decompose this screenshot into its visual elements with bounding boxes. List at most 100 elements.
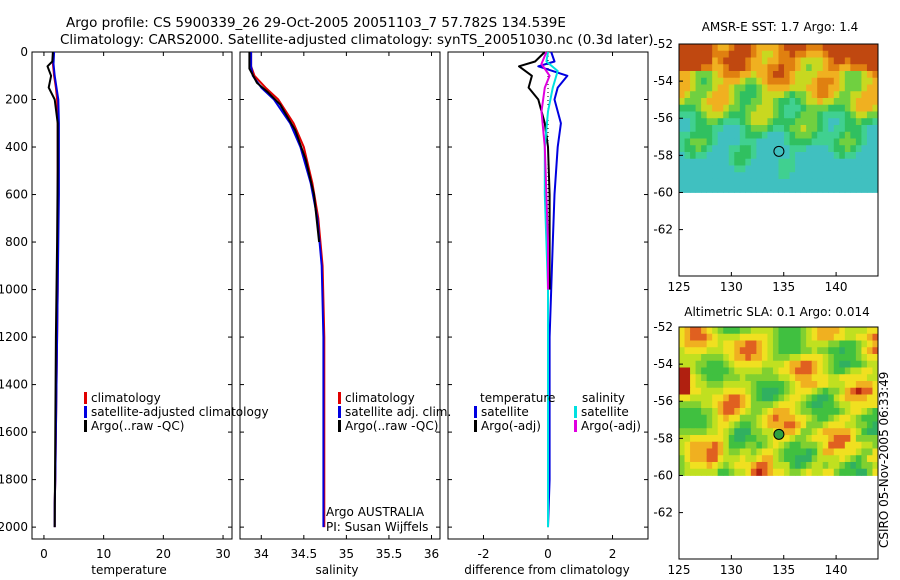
heatmap-cell xyxy=(717,104,724,112)
heatmap-cell xyxy=(756,151,763,160)
heatmap-cell xyxy=(811,333,818,341)
heatmap-cell xyxy=(855,131,862,139)
heatmap-cell xyxy=(717,145,724,153)
heatmap-cell xyxy=(695,333,702,341)
legend-label-satellite: satellite adj. clim. xyxy=(345,405,451,419)
heatmap-cell xyxy=(750,374,757,382)
heatmap-cell xyxy=(855,145,862,153)
heatmap-cell xyxy=(828,50,835,58)
heatmap-cell xyxy=(778,185,785,193)
heatmap-cell xyxy=(750,347,757,355)
heatmap-cell xyxy=(772,421,779,429)
y-tick-label: 800 xyxy=(5,235,28,249)
heatmap-cell xyxy=(756,421,763,429)
heatmap-cell xyxy=(789,347,796,355)
heatmap-cell xyxy=(695,340,702,348)
heatmap-cell xyxy=(723,151,730,160)
heatmap-cell xyxy=(728,111,735,119)
heatmap-cell xyxy=(745,441,752,449)
heatmap-cell xyxy=(833,421,840,429)
heatmap-cell xyxy=(739,327,746,335)
heatmap-cell xyxy=(817,428,824,436)
figure-title-line2: Climatology: CARS2000. Satellite-adjuste… xyxy=(60,32,653,48)
heatmap-cell xyxy=(717,77,724,85)
heatmap-cell xyxy=(772,347,779,355)
heatmap-cell xyxy=(756,414,763,422)
heatmap-cell xyxy=(684,448,691,456)
heatmap-cell xyxy=(855,333,862,341)
heatmap-cell xyxy=(739,340,746,348)
heatmap-cell xyxy=(701,380,708,389)
heatmap-cell xyxy=(767,401,774,409)
heatmap-cell xyxy=(811,165,818,173)
heatmap-cell xyxy=(739,380,746,389)
heatmap-cell xyxy=(734,441,741,449)
heatmap-cell xyxy=(778,97,785,106)
heatmap-cell xyxy=(734,327,741,335)
heatmap-cell xyxy=(872,428,879,436)
heatmap-cell xyxy=(761,104,768,112)
heatmap-cell xyxy=(706,91,713,99)
heatmap-cell xyxy=(872,434,879,443)
heatmap-cell xyxy=(844,151,851,160)
heatmap-cell xyxy=(861,185,868,193)
heatmap-cell xyxy=(684,394,691,402)
heatmap-cell xyxy=(850,448,857,456)
heatmap-cell xyxy=(750,145,757,153)
heatmap-cell xyxy=(778,91,785,99)
heatmap-cell xyxy=(761,374,768,382)
heatmap-cell xyxy=(723,131,730,139)
heatmap-cell xyxy=(850,185,857,193)
heatmap-cell xyxy=(767,138,774,146)
heatmap-cell xyxy=(866,354,873,362)
heatmap-cell xyxy=(706,118,713,126)
heatmap-cell xyxy=(690,374,696,382)
heatmap-cell xyxy=(767,151,774,160)
heatmap-cell xyxy=(684,441,691,449)
heatmap-cell xyxy=(833,185,840,193)
heatmap-cell xyxy=(690,441,696,449)
heatmap-cell xyxy=(767,333,774,341)
heatmap-cell xyxy=(728,91,735,99)
heatmap-cell xyxy=(695,124,702,133)
heatmap-cell xyxy=(795,461,802,470)
heatmap-cell xyxy=(789,354,796,362)
heatmap-cell xyxy=(855,138,862,146)
heatmap-cell xyxy=(723,387,730,395)
heatmap-cell xyxy=(789,461,796,470)
heatmap-cell xyxy=(739,111,746,119)
heatmap-cell xyxy=(800,71,807,79)
heatmap-cell xyxy=(728,448,735,456)
heatmap-cell xyxy=(761,394,768,402)
heatmap-cell xyxy=(778,455,785,463)
heatmap-cell xyxy=(839,124,846,133)
heatmap-cell xyxy=(855,347,862,355)
heatmap-cell xyxy=(701,104,708,112)
heatmap-cell xyxy=(734,104,741,112)
heatmap-cell xyxy=(844,124,851,133)
salinity-plot: 34 34.5 35 35.5 36 xyxy=(240,51,440,561)
heatmap-cell xyxy=(822,367,829,375)
heatmap-cell xyxy=(728,428,735,436)
heatmap-cell xyxy=(778,71,785,79)
heatmap-cell xyxy=(695,354,702,362)
heatmap-cell xyxy=(734,151,741,160)
heatmap-cell xyxy=(844,441,851,449)
heatmap-cell xyxy=(728,380,735,389)
heatmap-cell xyxy=(778,347,785,355)
heatmap-cell xyxy=(679,407,685,416)
heatmap-cell xyxy=(828,407,835,416)
heatmap-cell xyxy=(712,104,719,112)
heatmap-cell xyxy=(778,441,785,449)
heatmap-cell xyxy=(872,64,879,72)
heatmap-cell xyxy=(817,77,824,85)
heatmap-cell xyxy=(772,172,779,180)
heatmap-cell xyxy=(761,145,768,153)
heatmap-cell xyxy=(684,124,691,133)
heatmap-cell xyxy=(750,455,757,463)
heatmap-cell xyxy=(778,407,785,416)
heatmap-cell xyxy=(855,441,862,449)
legend-swatch-climatology xyxy=(338,392,341,404)
heatmap-cell xyxy=(772,407,779,416)
heatmap-cell xyxy=(784,151,790,160)
